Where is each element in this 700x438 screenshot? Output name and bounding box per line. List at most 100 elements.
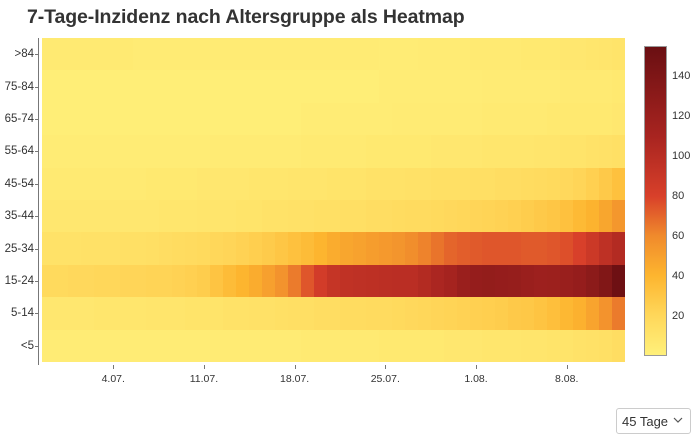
heatmap-cell[interactable] [365,232,379,265]
heatmap-cell[interactable] [184,264,198,298]
heatmap-cell[interactable] [534,264,548,298]
heatmap-cell[interactable] [314,135,328,168]
heatmap-cell[interactable] [365,102,379,136]
heatmap-cell[interactable] [288,329,302,362]
heatmap-cell[interactable] [93,102,107,136]
heatmap-cell[interactable] [119,38,133,71]
heatmap-cell[interactable] [521,102,535,136]
heatmap-cell[interactable] [547,135,561,168]
heatmap-cell[interactable] [456,38,470,71]
heatmap-cell[interactable] [158,70,172,103]
heatmap-cell[interactable] [288,38,302,71]
heatmap-cell[interactable] [119,135,133,168]
heatmap-cell[interactable] [145,38,159,71]
heatmap-cell[interactable] [80,200,94,233]
heatmap-cell[interactable] [249,297,263,330]
heatmap-cell[interactable] [391,329,405,362]
heatmap-cell[interactable] [262,329,276,362]
heatmap-cell[interactable] [119,329,133,362]
heatmap-cell[interactable] [495,232,509,265]
heatmap-cell[interactable] [391,102,405,136]
heatmap-cell[interactable] [339,102,353,136]
heatmap-cell[interactable] [508,135,522,168]
heatmap-cell[interactable] [378,200,392,233]
heatmap-cell[interactable] [327,329,340,362]
heatmap-cell[interactable] [430,102,444,136]
heatmap-cell[interactable] [417,232,431,265]
heatmap-cell[interactable] [42,232,55,265]
heatmap-cell[interactable] [184,232,198,265]
heatmap-cell[interactable] [236,329,250,362]
heatmap-cell[interactable] [339,135,353,168]
heatmap-cell[interactable] [171,135,185,168]
heatmap-cell[interactable] [352,102,366,136]
heatmap-cell[interactable] [339,200,353,233]
heatmap-cell[interactable] [547,70,561,103]
heatmap-cell[interactable] [495,329,509,362]
heatmap-cell[interactable] [327,38,340,71]
heatmap-cell[interactable] [443,135,457,168]
heatmap-cell[interactable] [365,167,379,200]
heatmap-cell[interactable] [599,102,613,136]
heatmap-cell[interactable] [145,297,159,330]
heatmap-cell[interactable] [132,38,146,71]
heatmap-cell[interactable] [599,200,613,233]
heatmap-cell[interactable] [508,264,522,298]
heatmap-cell[interactable] [573,102,587,136]
heatmap-cell[interactable] [54,297,68,330]
heatmap-cell[interactable] [301,135,315,168]
heatmap-cell[interactable] [365,329,379,362]
heatmap-cell[interactable] [352,200,366,233]
heatmap-cell[interactable] [80,264,94,298]
heatmap-cell[interactable] [469,200,483,233]
heatmap-cell[interactable] [430,135,444,168]
heatmap-cell[interactable] [482,70,496,103]
heatmap-cell[interactable] [210,70,224,103]
heatmap-cell[interactable] [210,232,224,265]
heatmap-cell[interactable] [288,135,302,168]
heatmap-cell[interactable] [106,232,120,265]
heatmap-cell[interactable] [547,38,561,71]
heatmap-cell[interactable] [378,167,392,200]
heatmap-cell[interactable] [210,264,224,298]
heatmap-cell[interactable] [314,329,328,362]
heatmap-cell[interactable] [560,38,574,71]
heatmap-cell[interactable] [417,167,431,200]
heatmap-cell[interactable] [262,70,276,103]
heatmap-cell[interactable] [184,135,198,168]
heatmap-cell[interactable] [378,264,392,298]
heatmap-cell[interactable] [158,200,172,233]
heatmap-cell[interactable] [417,38,431,71]
heatmap-cell[interactable] [534,297,548,330]
heatmap-cell[interactable] [106,264,120,298]
heatmap-cell[interactable] [404,70,418,103]
heatmap-cell[interactable] [93,38,107,71]
heatmap-cell[interactable] [54,102,68,136]
heatmap-cell[interactable] [365,135,379,168]
heatmap-cell[interactable] [327,135,340,168]
heatmap-cell[interactable] [508,200,522,233]
heatmap-cell[interactable] [67,264,81,298]
heatmap-cell[interactable] [210,297,224,330]
heatmap-cell[interactable] [262,38,276,71]
heatmap-cell[interactable] [482,297,496,330]
heatmap-cell[interactable] [249,200,263,233]
heatmap-cell[interactable] [288,232,302,265]
heatmap-cell[interactable] [236,102,250,136]
heatmap-cell[interactable] [521,200,535,233]
heatmap-cell[interactable] [482,135,496,168]
heatmap-cell[interactable] [547,329,561,362]
heatmap-cell[interactable] [443,70,457,103]
heatmap-cell[interactable] [262,297,276,330]
heatmap-cell[interactable] [210,167,224,200]
heatmap-cell[interactable] [521,264,535,298]
heatmap-cell[interactable] [42,135,55,168]
heatmap-cell[interactable] [158,329,172,362]
heatmap-cell[interactable] [352,167,366,200]
heatmap-cell[interactable] [210,200,224,233]
heatmap-cell[interactable] [599,38,613,71]
heatmap-cell[interactable] [521,38,535,71]
heatmap-cell[interactable] [145,200,159,233]
heatmap-cell[interactable] [365,264,379,298]
heatmap-cell[interactable] [443,200,457,233]
